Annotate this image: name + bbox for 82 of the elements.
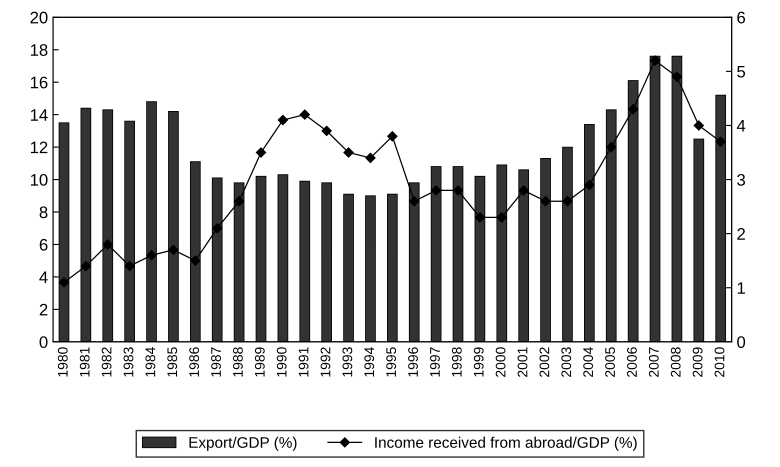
y-tick-label: 8 (40, 206, 48, 218)
point (584, 180, 594, 190)
x-tick-label: 1993 (342, 347, 352, 377)
point (606, 142, 616, 152)
x-tick-label: 1985 (167, 347, 178, 377)
x-tick-label: 1999 (474, 347, 484, 377)
point (300, 110, 310, 120)
point (58, 277, 70, 288)
point (431, 185, 442, 196)
x-tick-label: 1980 (58, 347, 68, 377)
x-tick-label: 1996 (408, 347, 418, 377)
point (650, 55, 660, 66)
x-tick-label: 1990 (276, 347, 287, 377)
point (212, 223, 222, 234)
x-tick-label: 2006 (627, 347, 637, 377)
point (102, 239, 113, 250)
point (628, 104, 638, 114)
point (562, 196, 573, 206)
point (474, 212, 486, 223)
x-tick-label: 1997 (430, 347, 440, 377)
point (694, 120, 704, 131)
x-tick-label: 1981 (80, 347, 90, 377)
x-tick-label: 1995 (386, 347, 396, 377)
point (496, 212, 507, 223)
point (168, 244, 179, 255)
x-tick-label: 1982 (102, 347, 112, 377)
x-tick-label: 1983 (124, 347, 134, 377)
x-tick-label: 1987 (211, 347, 221, 377)
point (409, 196, 420, 206)
x-tick-label: 2009 (692, 347, 703, 377)
y2-tick-label: 4 (736, 120, 746, 132)
x-tick-label: 2005 (605, 347, 615, 377)
y2-tick-label: 2 (737, 228, 745, 240)
x-tick-label: 2007 (648, 347, 659, 377)
x-tick-label: 2002 (539, 347, 550, 377)
y-tick-label: 0 (40, 336, 48, 348)
point (124, 261, 135, 272)
x-tick-label: 2008 (670, 347, 681, 377)
x-tick-label: 2003 (561, 347, 572, 377)
point (80, 261, 91, 272)
y2-tick-label: 5 (737, 66, 746, 78)
point (452, 185, 464, 196)
y-tick-label: 12 (30, 142, 48, 154)
legend-label: Export/GDP (%) (189, 436, 297, 451)
point (518, 185, 529, 196)
point (387, 131, 398, 142)
x-tick-label: 2000 (496, 347, 506, 377)
y-tick-label: 14 (30, 109, 48, 121)
point (716, 136, 726, 147)
y-tick-label: 10 (30, 174, 48, 186)
x-tick-label: 1989 (254, 347, 265, 377)
y-tick-label: 18 (30, 44, 48, 56)
y-tick-label: 6 (40, 238, 48, 251)
point (540, 196, 551, 206)
x-tick-label: 1991 (298, 347, 309, 377)
y-tick-label: 16 (30, 76, 48, 88)
legend-label: Income received from abroad/GDP (%) (375, 436, 637, 451)
x-tick-label: 1992 (320, 347, 330, 377)
point (234, 196, 244, 206)
point (256, 147, 266, 158)
point (190, 256, 200, 266)
point (146, 250, 157, 260)
x-tick-label: 2001 (518, 347, 528, 377)
y2-tick-label: 6 (737, 12, 746, 24)
x-tick-label: 1988 (233, 347, 243, 377)
y-tick-label: 2 (40, 304, 48, 316)
y-tick-label: 4 (39, 272, 48, 283)
x-tick-label: 1986 (189, 347, 200, 377)
y2-tick-label: 1 (738, 282, 745, 294)
x-tick-label: 2010 (714, 347, 724, 377)
point (365, 152, 376, 164)
x-tick-label: 1984 (145, 347, 156, 377)
x-tick-label: 1998 (452, 347, 462, 377)
x-tick-label: 1994 (364, 347, 374, 377)
point (343, 147, 354, 158)
y-tick-label: 20 (30, 12, 48, 24)
x-tick-label: 2004 (583, 347, 594, 377)
y2-tick-label: 3 (737, 174, 746, 186)
point (322, 126, 332, 136)
point (278, 114, 288, 126)
y2-tick-label: 0 (737, 336, 746, 348)
point (672, 72, 682, 82)
